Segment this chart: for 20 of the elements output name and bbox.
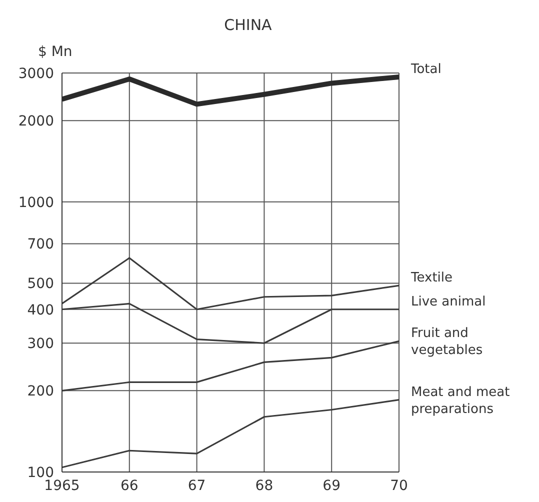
series-label: Meat and meat preparations (411, 384, 510, 417)
y-tick-label: 3000 (18, 66, 54, 82)
chart-title: CHINA (223, 16, 273, 34)
y-tick-label: 500 (27, 276, 54, 292)
y-tick-label: 300 (27, 336, 54, 352)
series-label: Live animal (411, 294, 486, 310)
x-tick-label: 67 (188, 478, 206, 494)
y-tick-label: 200 (27, 384, 54, 400)
series-label: Fruit and vegetables (411, 326, 483, 358)
y-tick-label: 2000 (18, 114, 54, 130)
x-tick-label: 68 (255, 478, 274, 494)
series-label: Total (410, 62, 442, 77)
y-axis-title: $ Mn (38, 44, 72, 60)
x-tick-label: 66 (120, 478, 138, 494)
y-tick-label: 1000 (18, 194, 54, 211)
x-tick-label: 69 (322, 478, 341, 494)
y-tick-label: 400 (27, 302, 54, 318)
y-tick-label: 700 (27, 236, 54, 253)
x-tick-label: 70 (390, 478, 408, 494)
series-label: Textile (410, 270, 453, 286)
